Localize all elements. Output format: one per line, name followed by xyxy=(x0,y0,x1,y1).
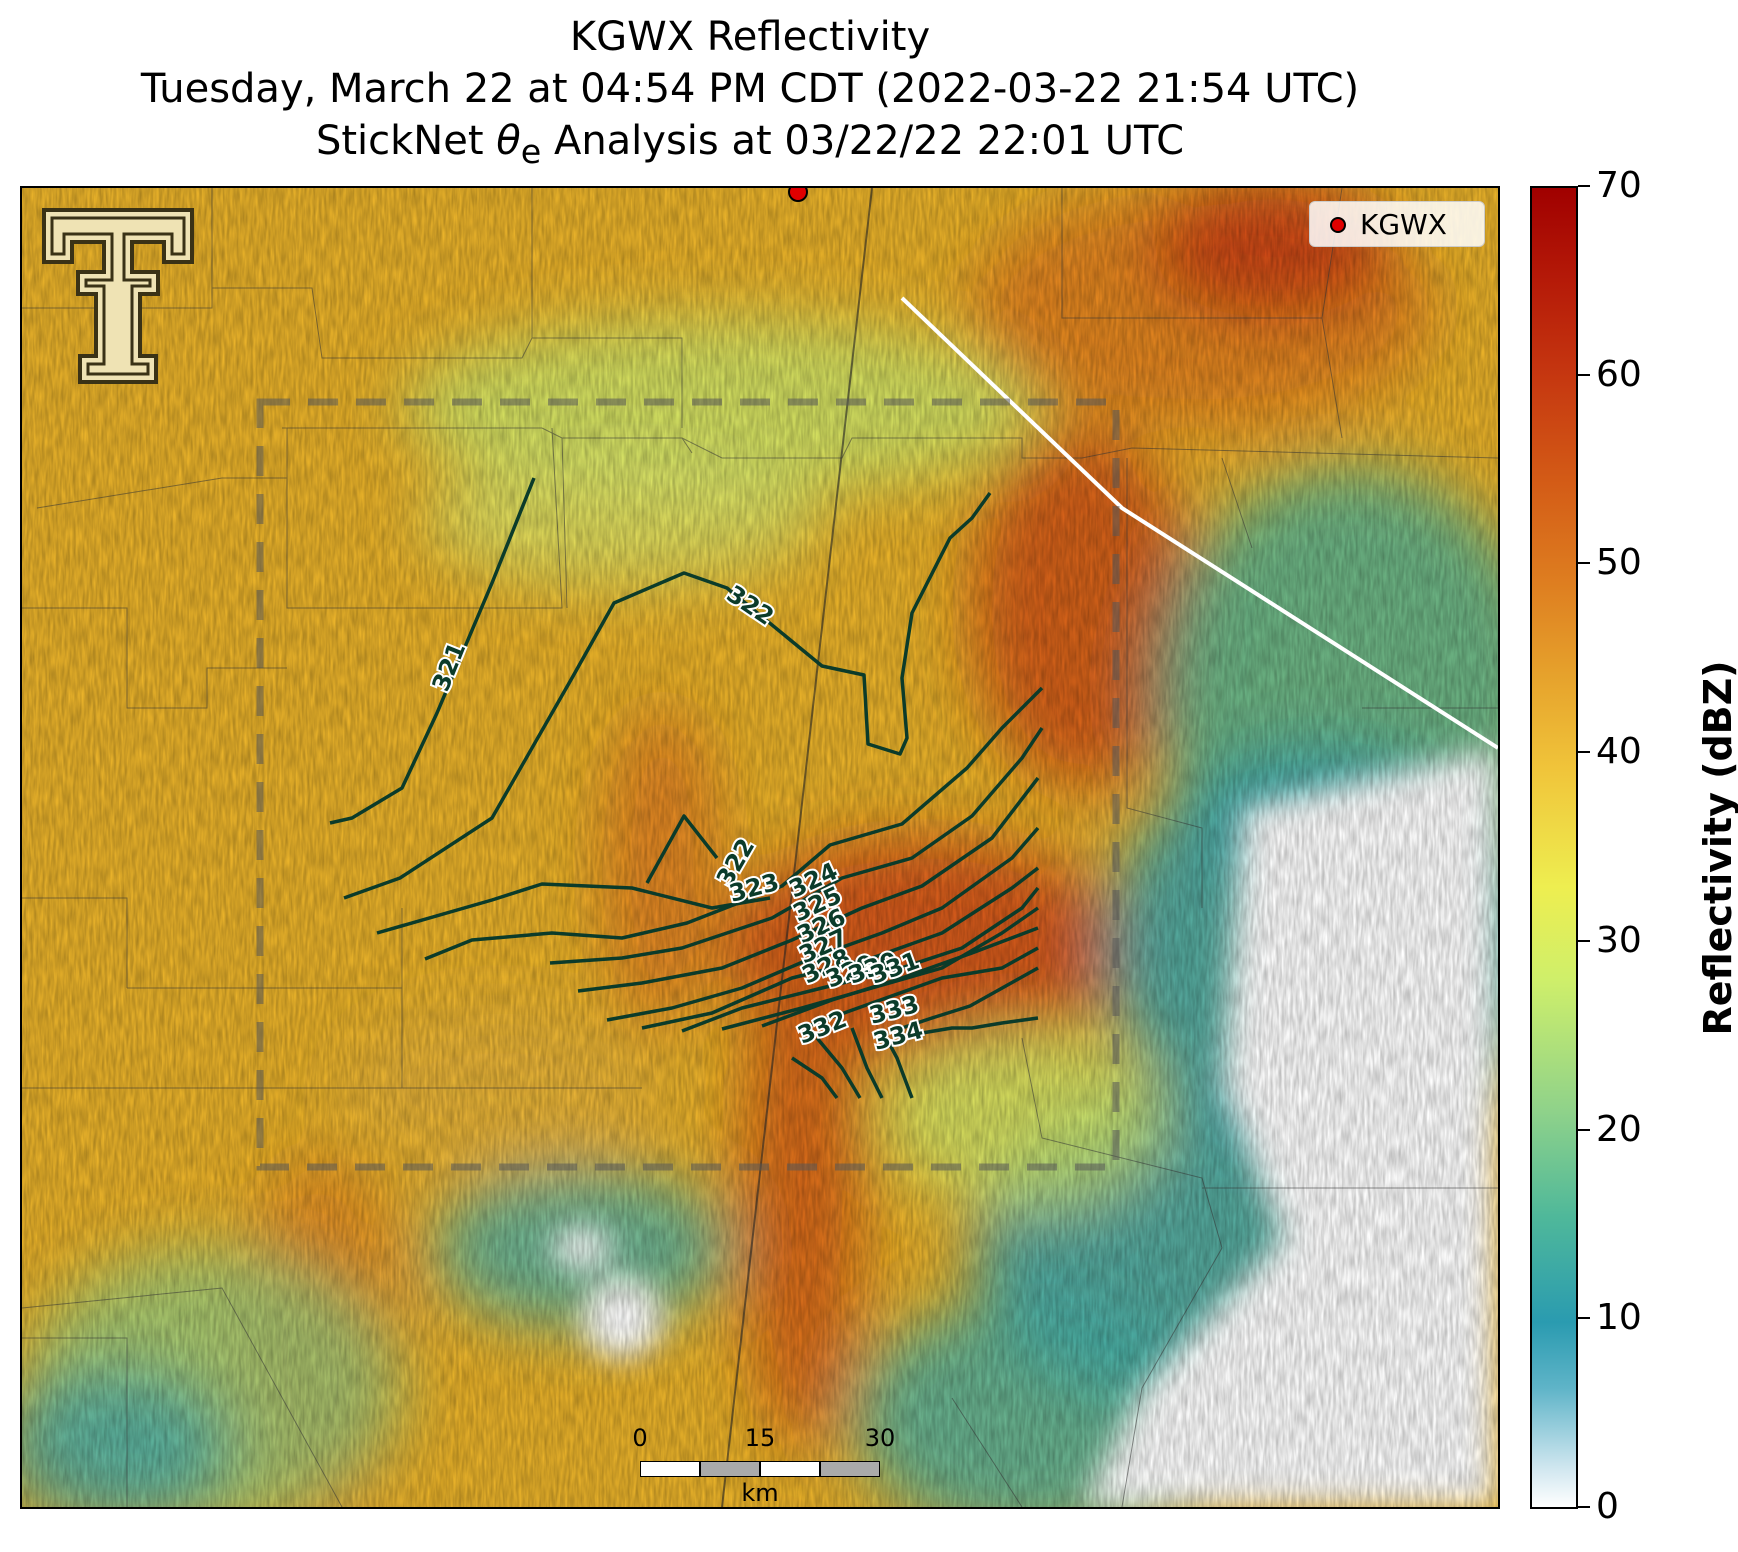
colorbar-tick xyxy=(1578,185,1590,187)
colorbar-tick-label: 50 xyxy=(1596,542,1642,584)
colorbar-tick-label: 30 xyxy=(1596,919,1642,961)
title-line-3-suffix: Analysis at 03/22/22 22:01 UTC xyxy=(541,118,1185,164)
highway-line xyxy=(721,188,873,1507)
colorbar-tick-label: 40 xyxy=(1596,731,1642,773)
colorbar-tick-label: 0 xyxy=(1596,1486,1619,1527)
analysis-domain-box xyxy=(256,398,1120,1171)
scale-segment xyxy=(820,1461,880,1477)
colorbar-tick xyxy=(1578,562,1590,565)
legend: KGWX xyxy=(1309,201,1485,247)
scale-bar: 0 15 30 km xyxy=(632,1424,895,1507)
scale-label-15: 15 xyxy=(744,1424,776,1452)
theta-symbol: θ xyxy=(496,118,521,164)
colorbar-tick-label: 60 xyxy=(1596,353,1642,395)
colorbar-tick-label: 70 xyxy=(1596,165,1642,206)
scale-segment xyxy=(700,1461,760,1477)
colorbar-tick-label: 10 xyxy=(1596,1297,1642,1339)
title-line-1: KGWX Reflectivity xyxy=(569,14,931,60)
scale-unit: km xyxy=(741,1479,779,1507)
colorbar-tick xyxy=(1578,1128,1590,1131)
radar-site-kgwx-marker xyxy=(788,188,808,202)
colorbar-tick-label: 20 xyxy=(1596,1108,1642,1150)
scale-label-0: 0 xyxy=(632,1424,648,1452)
legend-label: KGWX xyxy=(1360,208,1447,241)
colorbar-tick xyxy=(1578,1506,1590,1508)
radar-map[interactable]: 321 322 322 323 324 325 326 327 328 329 … xyxy=(20,186,1500,1509)
colorbar-tick xyxy=(1578,1317,1590,1320)
texas-tech-logo xyxy=(40,206,196,392)
beam-blockage-line xyxy=(900,296,1498,750)
scale-segment xyxy=(640,1461,700,1477)
county-borders xyxy=(22,188,1498,1507)
colorbar-tick xyxy=(1578,751,1590,754)
colorbar xyxy=(1530,186,1578,1509)
theta-subscript: e xyxy=(520,132,542,171)
colorbar-tick xyxy=(1578,373,1590,376)
radar-texture xyxy=(22,188,1498,1507)
title-line-3-prefix: StickNet xyxy=(315,118,497,164)
scale-label-30: 30 xyxy=(864,1424,896,1452)
legend-marker-icon xyxy=(1330,217,1346,233)
scale-segment xyxy=(760,1461,820,1477)
colorbar-label: Reflectivity (dBZ) xyxy=(1696,660,1738,1036)
colorbar-tick xyxy=(1578,939,1590,942)
title-line-2: Tuesday, March 22 at 04:54 PM CDT (2022-… xyxy=(140,66,1360,112)
theta-e-contours xyxy=(329,477,1044,1100)
title-line-3: StickNet θe Analysis at 03/22/22 22:01 U… xyxy=(0,118,1500,175)
